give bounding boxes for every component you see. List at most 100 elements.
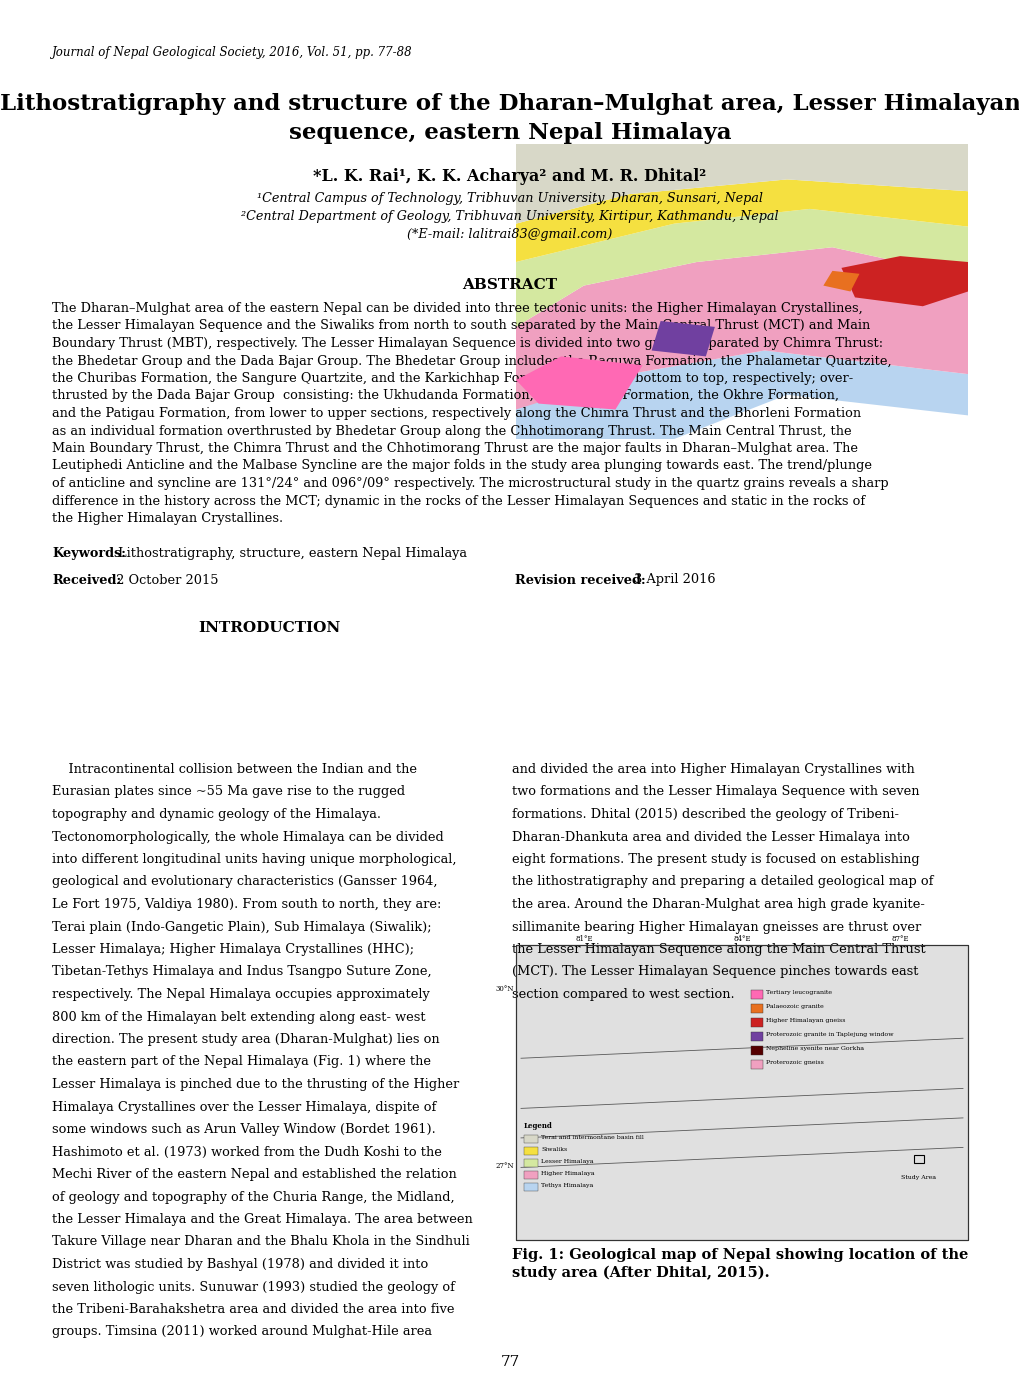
Text: Leutiphedi Anticline and the Malbase Syncline are the major folds in the study a: Leutiphedi Anticline and the Malbase Syn… (52, 459, 871, 472)
Text: Fig. 1: Geological map of Nepal showing location of the: Fig. 1: Geological map of Nepal showing … (512, 1248, 967, 1262)
Text: Tertiary leucogranite: Tertiary leucogranite (765, 990, 832, 995)
Text: some windows such as Arun Valley Window (Bordet 1961).: some windows such as Arun Valley Window … (52, 1122, 435, 1136)
Text: (*E-mail: lalitrai83@gmail.com): (*E-mail: lalitrai83@gmail.com) (407, 228, 612, 241)
Bar (750, 990, 762, 999)
Text: formations. Dhital (2015) described the geology of Tribeni-: formations. Dhital (2015) described the … (512, 808, 898, 821)
Text: *L. K. Rai¹, K. K. Acharya² and M. R. Dhital²: *L. K. Rai¹, K. K. Acharya² and M. R. Dh… (313, 167, 706, 185)
Text: Lesser Himalaya: Lesser Himalaya (540, 1158, 593, 1164)
Bar (750, 1005, 762, 1013)
Text: the lithostratigraphy and preparing a detailed geological map of: the lithostratigraphy and preparing a de… (512, 876, 932, 889)
Text: Intracontinental collision between the Indian and the: Intracontinental collision between the I… (52, 763, 417, 776)
Text: Proterozoic granite in Taplejung window: Proterozoic granite in Taplejung window (765, 1032, 893, 1037)
Text: direction. The present study area (Dharan-Mulghat) lies on: direction. The present study area (Dhara… (52, 1032, 439, 1046)
Polygon shape (516, 180, 967, 262)
Bar (516, 945, 967, 1240)
Text: respectively. The Nepal Himalaya occupies approximately: respectively. The Nepal Himalaya occupie… (52, 988, 429, 1001)
Text: 27°N: 27°N (495, 1163, 514, 1171)
Bar (913, 1156, 923, 1164)
Bar (524, 1183, 537, 1192)
Text: Study Area: Study Area (901, 1175, 935, 1181)
Polygon shape (516, 248, 967, 410)
Text: sequence, eastern Nepal Himalaya: sequence, eastern Nepal Himalaya (288, 122, 731, 144)
Text: 77: 77 (500, 1355, 519, 1369)
Text: groups. Timsina (2011) worked around Mulghat-Hile area: groups. Timsina (2011) worked around Mul… (52, 1326, 432, 1338)
Text: Journal of Nepal Geological Society, 2016, Vol. 51, pp. 77-88: Journal of Nepal Geological Society, 201… (52, 46, 413, 60)
Text: difference in the history across the MCT; dynamic in the rocks of the Lesser Him: difference in the history across the MCT… (52, 494, 864, 508)
Text: Palaeozoic granite: Palaeozoic granite (765, 1005, 823, 1009)
Text: Nepheline syenite near Gorkha: Nepheline syenite near Gorkha (765, 1046, 863, 1052)
Text: into different longitudinal units having unique morphological,: into different longitudinal units having… (52, 853, 457, 866)
Text: Tibetan-Tethys Himalaya and Indus Tsangpo Suture Zone,: Tibetan-Tethys Himalaya and Indus Tsangp… (52, 966, 431, 978)
Text: Main Boundary Thrust, the Chimra Thrust and the Chhotimorang Thrust are the majo: Main Boundary Thrust, the Chimra Thrust … (52, 441, 857, 455)
Text: seven lithologic units. Sunuwar (1993) studied the geology of: seven lithologic units. Sunuwar (1993) s… (52, 1280, 454, 1294)
Text: Hashimoto et al. (1973) worked from the Dudh Koshi to the: Hashimoto et al. (1973) worked from the … (52, 1146, 441, 1158)
Polygon shape (822, 271, 859, 292)
Bar (524, 1135, 537, 1143)
Text: Keywords:: Keywords: (52, 548, 126, 561)
Text: as an individual formation overthrusted by Bhedetar Group along the Chhotimorang: as an individual formation overthrusted … (52, 425, 851, 437)
Text: the Lesser Himalayan Sequence and the Siwaliks from north to south separated by : the Lesser Himalayan Sequence and the Si… (52, 320, 869, 332)
Text: Siwaliks: Siwaliks (540, 1147, 567, 1151)
Text: and divided the area into Higher Himalayan Crystallines with: and divided the area into Higher Himalay… (512, 763, 914, 776)
Text: Boundary Thrust (MBT), respectively. The Lesser Himalayan Sequence is divided in: Boundary Thrust (MBT), respectively. The… (52, 336, 882, 350)
Text: of geology and topography of the Churia Range, the Midland,: of geology and topography of the Churia … (52, 1190, 454, 1204)
Text: Takure Village near Dharan and the Bhalu Khola in the Sindhuli: Takure Village near Dharan and the Bhalu… (52, 1236, 470, 1248)
Text: the area. Around the Dharan-Mulghat area high grade kyanite-: the area. Around the Dharan-Mulghat area… (512, 898, 924, 911)
Text: Lithostratigraphy and structure of the Dharan–Mulghat area, Lesser Himalayan: Lithostratigraphy and structure of the D… (0, 93, 1019, 115)
Text: 84°E: 84°E (733, 936, 750, 943)
Text: ²Central Department of Geology, Tribhuvan University, Kirtipur, Kathmandu, Nepal: ²Central Department of Geology, Tribhuva… (240, 210, 779, 223)
Text: (MCT). The Lesser Himalayan Sequence pinches towards east: (MCT). The Lesser Himalayan Sequence pin… (512, 966, 917, 978)
Text: the Bhedetar Group and the Dada Bajar Group. The Bhedetar Group includes the Rag: the Bhedetar Group and the Dada Bajar Gr… (52, 354, 891, 368)
Bar (750, 1032, 762, 1041)
Text: Le Fort 1975, Valdiya 1980). From south to north, they are:: Le Fort 1975, Valdiya 1980). From south … (52, 898, 441, 911)
Text: the Tribeni-Barahakshetra area and divided the area into five: the Tribeni-Barahakshetra area and divid… (52, 1302, 454, 1316)
Text: the eastern part of the Nepal Himalaya (Fig. 1) where the: the eastern part of the Nepal Himalaya (… (52, 1056, 431, 1068)
Text: Lithostratigraphy, structure, eastern Nepal Himalaya: Lithostratigraphy, structure, eastern Ne… (114, 548, 467, 561)
Polygon shape (516, 209, 967, 327)
Text: Lesser Himalaya is pinched due to the thrusting of the Higher: Lesser Himalaya is pinched due to the th… (52, 1078, 459, 1091)
Text: District was studied by Bashyal (1978) and divided it into: District was studied by Bashyal (1978) a… (52, 1258, 428, 1271)
Text: Dharan-Dhankuta area and divided the Lesser Himalaya into: Dharan-Dhankuta area and divided the Les… (512, 830, 909, 843)
Polygon shape (516, 144, 967, 224)
Bar (750, 1060, 762, 1070)
Text: 81°E: 81°E (575, 936, 592, 943)
Text: Himalaya Crystallines over the Lesser Himalaya, dispite of: Himalaya Crystallines over the Lesser Hi… (52, 1100, 436, 1114)
Bar (524, 1158, 537, 1167)
Text: the Lesser Himalaya and the Great Himalaya. The area between: the Lesser Himalaya and the Great Himala… (52, 1212, 472, 1226)
Text: sillimanite bearing Higher Himalayan gneisses are thrust over: sillimanite bearing Higher Himalayan gne… (512, 920, 920, 933)
Text: Proterozoic gneiss: Proterozoic gneiss (765, 1060, 823, 1066)
Polygon shape (516, 357, 642, 410)
Text: Received:: Received: (52, 573, 121, 587)
Text: Higher Himalaya: Higher Himalaya (540, 1171, 594, 1176)
Text: 87°E: 87°E (891, 936, 908, 943)
Text: Tectonomorphologically, the whole Himalaya can be divided: Tectonomorphologically, the whole Himala… (52, 830, 443, 843)
Text: ABSTRACT: ABSTRACT (462, 278, 557, 292)
Text: ¹Central Campus of Technology, Tribhuvan University, Dharan, Sunsari, Nepal: ¹Central Campus of Technology, Tribhuvan… (257, 192, 762, 205)
Text: thrusted by the Dada Bajar Group  consisting: the Ukhudanda Formation, the Mulgh: thrusted by the Dada Bajar Group consist… (52, 389, 839, 403)
Polygon shape (841, 256, 967, 306)
Text: and the Patigau Formation, from lower to upper sections, respectively along the : and the Patigau Formation, from lower to… (52, 407, 860, 419)
Text: section compared to west section.: section compared to west section. (512, 988, 734, 1001)
Bar (516, 945, 967, 1240)
Text: Legend: Legend (524, 1122, 552, 1129)
Text: Eurasian plates since ~55 Ma gave rise to the rugged: Eurasian plates since ~55 Ma gave rise t… (52, 786, 405, 799)
Text: topography and dynamic geology of the Himalaya.: topography and dynamic geology of the Hi… (52, 808, 381, 821)
Text: the Higher Himalayan Crystallines.: the Higher Himalayan Crystallines. (52, 512, 283, 525)
Bar (750, 1019, 762, 1027)
Text: the Lesser Himalayan Sequence along the Main Central Thrust: the Lesser Himalayan Sequence along the … (512, 943, 925, 956)
Text: of anticline and syncline are 131°/24° and 096°/09° respectively. The microstruc: of anticline and syncline are 131°/24° a… (52, 477, 888, 490)
Text: 2 October 2015: 2 October 2015 (112, 573, 218, 587)
Bar (524, 1147, 537, 1156)
Polygon shape (651, 321, 714, 357)
Text: two formations and the Lesser Himalaya Sequence with seven: two formations and the Lesser Himalaya S… (512, 786, 918, 799)
Text: 3 April 2016: 3 April 2016 (630, 573, 714, 587)
Text: Higher Himalayan gneiss: Higher Himalayan gneiss (765, 1019, 845, 1023)
Text: eight formations. The present study is focused on establishing: eight formations. The present study is f… (512, 853, 919, 866)
Bar (750, 1046, 762, 1055)
Text: Revision received:: Revision received: (515, 573, 645, 587)
Text: the Churibas Formation, the Sangure Quartzite, and the Karkichhap Formation from: the Churibas Formation, the Sangure Quar… (52, 372, 853, 385)
Bar (524, 1171, 537, 1179)
Text: The Dharan–Mulghat area of the eastern Nepal can be divided into three tectonic : The Dharan–Mulghat area of the eastern N… (52, 302, 862, 316)
Polygon shape (516, 350, 967, 439)
Text: geological and evolutionary characteristics (Gansser 1964,: geological and evolutionary characterist… (52, 876, 437, 889)
